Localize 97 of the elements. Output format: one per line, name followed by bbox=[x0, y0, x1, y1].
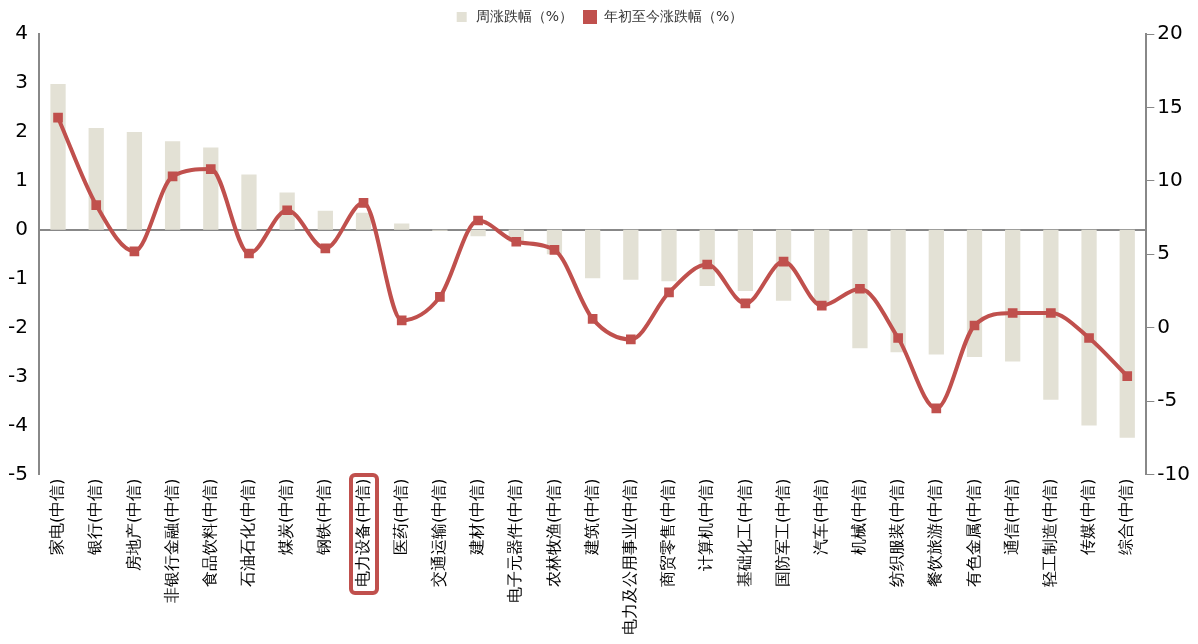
bar bbox=[623, 229, 639, 280]
x-tick-label: 电力及公用事业(中信) bbox=[619, 478, 639, 635]
x-tick-label: 计算机(中信) bbox=[696, 478, 716, 571]
x-tick-label: 商贸零售(中信) bbox=[658, 478, 678, 587]
point bbox=[626, 334, 636, 345]
bar bbox=[585, 229, 601, 279]
x-tick-label: 机械(中信) bbox=[849, 478, 869, 555]
bar bbox=[394, 223, 410, 230]
legend-label: 周涨跌幅（%） bbox=[475, 7, 574, 24]
point bbox=[931, 403, 942, 414]
y-tick-label: 2 bbox=[15, 118, 28, 143]
point bbox=[1007, 308, 1018, 318]
point bbox=[855, 283, 865, 294]
y-tick-label: 0 bbox=[15, 215, 28, 240]
y-tick-label: -1 bbox=[7, 264, 28, 289]
x-tick-label: 交通运输(中信) bbox=[429, 478, 449, 587]
x-tick-label: 银行(中信) bbox=[85, 478, 105, 556]
bar bbox=[1081, 229, 1097, 426]
point bbox=[91, 200, 102, 210]
x-tick-label: 农林牧渔(中信) bbox=[543, 478, 563, 587]
y2-tick-label: 15 bbox=[1157, 93, 1183, 118]
y-tick-label: -3 bbox=[7, 362, 28, 387]
x-tick-label: 食品饮料(中信) bbox=[199, 478, 219, 587]
point bbox=[358, 198, 369, 208]
bar bbox=[126, 131, 143, 230]
x-tick-label: 综合(中信) bbox=[1116, 478, 1136, 555]
y2-tick-label: 0 bbox=[1157, 313, 1171, 338]
bar bbox=[164, 141, 181, 230]
x-tick-label: 纺织服装(中信) bbox=[887, 478, 907, 587]
point bbox=[778, 256, 789, 267]
point bbox=[53, 112, 63, 123]
bar bbox=[814, 229, 830, 305]
bar bbox=[241, 174, 257, 230]
point bbox=[816, 300, 827, 311]
bar bbox=[50, 83, 66, 230]
point bbox=[167, 171, 178, 182]
bar bbox=[355, 212, 372, 230]
point bbox=[587, 314, 598, 324]
bar bbox=[928, 229, 944, 355]
bar bbox=[852, 229, 868, 349]
x-tick-label: 房地产(中信) bbox=[123, 478, 143, 571]
y-tick-label: 1 bbox=[15, 167, 28, 192]
bar bbox=[661, 229, 677, 282]
y2-tick-label: 10 bbox=[1157, 167, 1183, 192]
point bbox=[1122, 371, 1133, 381]
point bbox=[320, 243, 331, 254]
x-tick-label: 家电(中信) bbox=[47, 478, 67, 555]
bar bbox=[317, 210, 333, 230]
point bbox=[1046, 308, 1056, 318]
x-tick-label: 轻工制造(中信) bbox=[1040, 478, 1060, 587]
x-tick-label: 煤炭(中信) bbox=[276, 478, 296, 555]
x-tick-label: 有色金属(中信) bbox=[963, 478, 983, 587]
x-tick-label: 石油石化(中信) bbox=[238, 478, 258, 587]
point bbox=[893, 333, 903, 343]
x-tick-label: 汽车(中信) bbox=[810, 478, 830, 555]
x-tick-label: 钢铁(中信) bbox=[314, 478, 334, 556]
point bbox=[129, 246, 140, 257]
point bbox=[244, 248, 254, 259]
x-tick-label: 电力设备(中信) bbox=[352, 478, 372, 587]
x-tick-label: 传媒(中信) bbox=[1078, 478, 1098, 555]
y-tick-label: -4 bbox=[7, 411, 28, 436]
y2-tick-label: 20 bbox=[1157, 20, 1183, 45]
point bbox=[396, 315, 407, 326]
bar bbox=[470, 229, 486, 237]
point bbox=[702, 259, 713, 270]
y2-tick-label: 5 bbox=[1157, 240, 1171, 265]
y-tick-label: -5 bbox=[7, 460, 28, 485]
bar bbox=[1119, 229, 1135, 438]
point bbox=[205, 164, 216, 174]
point bbox=[1084, 333, 1094, 343]
point bbox=[664, 287, 674, 298]
bar bbox=[966, 229, 983, 358]
x-tick-label: 医药(中信) bbox=[390, 478, 410, 555]
y-tick-label: 3 bbox=[15, 69, 28, 94]
bar bbox=[1043, 229, 1059, 400]
x-tick-label: 建材(中信) bbox=[467, 478, 487, 556]
point bbox=[969, 320, 980, 331]
x-tick-label: 国防军工(中信) bbox=[772, 478, 792, 587]
bar bbox=[1005, 229, 1021, 362]
point bbox=[473, 215, 483, 226]
x-tick-label: 非银行金融(中信) bbox=[161, 478, 181, 603]
y-tick-label: -2 bbox=[7, 313, 28, 338]
legend-label: 年初至今涨跌幅（%） bbox=[604, 7, 744, 24]
x-tick-label: 建筑(中信) bbox=[581, 478, 601, 556]
point bbox=[549, 245, 560, 255]
x-tick-label: 通信(中信) bbox=[1001, 478, 1021, 555]
bar bbox=[737, 229, 754, 291]
bar bbox=[890, 229, 906, 353]
point bbox=[435, 292, 445, 302]
x-tick-label: 餐饮旅游(中信) bbox=[925, 478, 945, 587]
x-tick-label: 电子元器件(中信) bbox=[505, 478, 525, 603]
y2-tick-label: -10 bbox=[1157, 460, 1191, 485]
point bbox=[740, 298, 751, 309]
y2-tick-label: -5 bbox=[1157, 387, 1178, 412]
point bbox=[511, 236, 522, 247]
y-tick-label: 4 bbox=[15, 20, 28, 45]
x-tick-label: 基础化工(中信) bbox=[734, 478, 754, 587]
